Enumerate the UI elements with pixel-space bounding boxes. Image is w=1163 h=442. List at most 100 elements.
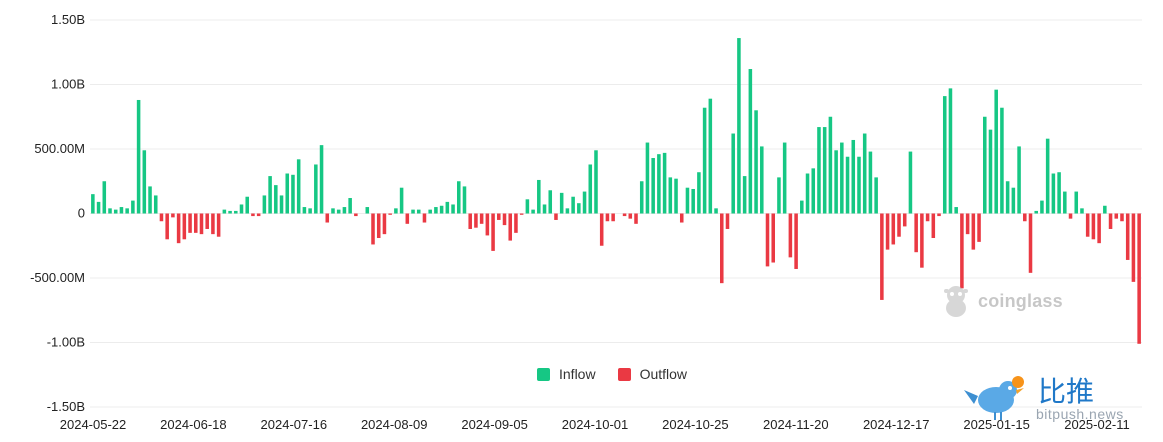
inflow-bar[interactable] [1045,138,1050,214]
inflow-bar[interactable] [954,207,958,214]
inflow-bar[interactable] [245,196,249,214]
inflow-bar[interactable] [868,151,873,214]
inflow-bar[interactable] [594,150,598,214]
inflow-bar[interactable] [125,208,129,214]
inflow-bar[interactable] [102,181,107,214]
inflow-bar[interactable] [365,207,370,214]
outflow-bar[interactable] [211,213,215,235]
outflow-bar[interactable] [788,213,793,258]
inflow-bar[interactable] [296,159,301,214]
inflow-bar[interactable] [782,142,787,214]
outflow-bar[interactable] [971,213,976,250]
inflow-bar[interactable] [800,200,804,214]
inflow-bar[interactable] [531,209,535,214]
outflow-bar[interactable] [765,213,770,267]
outflow-bar[interactable] [634,213,638,224]
inflow-bar[interactable] [674,178,678,214]
inflow-bar[interactable] [811,168,816,214]
inflow-bar[interactable] [451,204,455,214]
inflow-bar[interactable] [702,107,707,214]
inflow-bar[interactable] [1051,173,1056,214]
inflow-bar[interactable] [331,208,335,214]
outflow-bar[interactable] [502,213,507,226]
outflow-bar[interactable] [1125,213,1130,260]
outflow-bar[interactable] [628,213,633,219]
outflow-bar[interactable] [880,213,884,300]
outflow-bar[interactable] [176,213,181,244]
outflow-bar[interactable] [1114,213,1119,219]
outflow-bar[interactable] [925,213,930,222]
outflow-bar[interactable] [371,213,375,245]
outflow-bar[interactable] [376,213,381,239]
inflow-bar[interactable] [113,209,118,214]
inflow-bar[interactable] [742,176,747,214]
inflow-bar[interactable] [457,181,461,214]
outflow-bar[interactable] [519,213,524,215]
inflow-bar[interactable] [1040,200,1044,214]
inflow-bar[interactable] [588,164,593,214]
outflow-bar[interactable] [479,213,484,224]
inflow-bar[interactable] [108,208,112,214]
outflow-bar[interactable] [194,213,198,233]
outflow-bar[interactable] [1120,213,1124,222]
outflow-bar[interactable] [205,213,209,229]
inflow-bar[interactable] [434,207,438,214]
outflow-bar[interactable] [554,213,558,220]
outflow-bar[interactable] [885,213,890,250]
outflow-bar[interactable] [1091,213,1096,240]
outflow-bar[interactable] [679,213,684,223]
outflow-bar[interactable] [497,213,501,220]
outflow-bar[interactable] [382,213,387,235]
outflow-bar[interactable] [605,213,610,222]
outflow-bar[interactable] [354,213,358,217]
inflow-bar[interactable] [239,204,244,214]
outflow-bar[interactable] [1108,213,1113,229]
inflow-bar[interactable] [228,210,232,214]
outflow-bar[interactable] [891,213,896,245]
outflow-bar[interactable] [1097,213,1101,244]
outflow-bar[interactable] [1085,213,1090,237]
outflow-bar[interactable] [920,213,924,268]
outflow-bar[interactable] [159,213,164,222]
inflow-bar[interactable] [731,133,735,214]
inflow-bar[interactable] [559,192,564,214]
inflow-bar[interactable] [862,133,867,214]
outflow-bar[interactable] [720,213,724,284]
inflow-bar[interactable] [394,208,398,214]
inflow-bar[interactable] [268,176,272,214]
outflow-bar[interactable] [965,213,970,235]
inflow-bar[interactable] [748,69,753,214]
inflow-bar[interactable] [639,181,644,214]
inflow-bar[interactable] [1063,191,1067,214]
inflow-bar[interactable] [857,156,861,214]
inflow-bar[interactable] [1080,208,1084,214]
inflow-bar[interactable] [828,116,833,214]
outflow-bar[interactable] [977,213,981,242]
inflow-bar[interactable] [428,209,432,214]
inflow-bar[interactable] [817,127,821,214]
inflow-bar[interactable] [416,209,421,214]
inflow-bar[interactable] [908,151,913,214]
inflow-bar[interactable] [314,164,318,214]
inflow-bar[interactable] [988,129,993,214]
inflow-bar[interactable] [285,173,290,214]
outflow-bar[interactable] [388,213,392,215]
outflow-bar[interactable] [256,213,261,217]
inflow-bar[interactable] [548,190,553,214]
inflow-bar[interactable] [462,186,467,214]
inflow-bar[interactable] [777,177,781,214]
outflow-bar[interactable] [251,213,255,217]
inflow-bar[interactable] [645,142,650,214]
inflow-bar[interactable] [411,209,415,214]
inflow-bar[interactable] [822,127,827,214]
inflow-bar[interactable] [657,154,661,214]
outflow-bar[interactable] [1068,213,1073,219]
inflow-bar[interactable] [537,179,541,214]
inflow-bar[interactable] [685,187,690,214]
outflow-bar[interactable] [1023,213,1027,222]
inflow-bar[interactable] [942,96,947,214]
outflow-bar[interactable] [937,213,941,217]
inflow-bar[interactable] [840,142,844,214]
inflow-bar[interactable] [445,201,450,214]
inflow-bar[interactable] [525,199,530,214]
